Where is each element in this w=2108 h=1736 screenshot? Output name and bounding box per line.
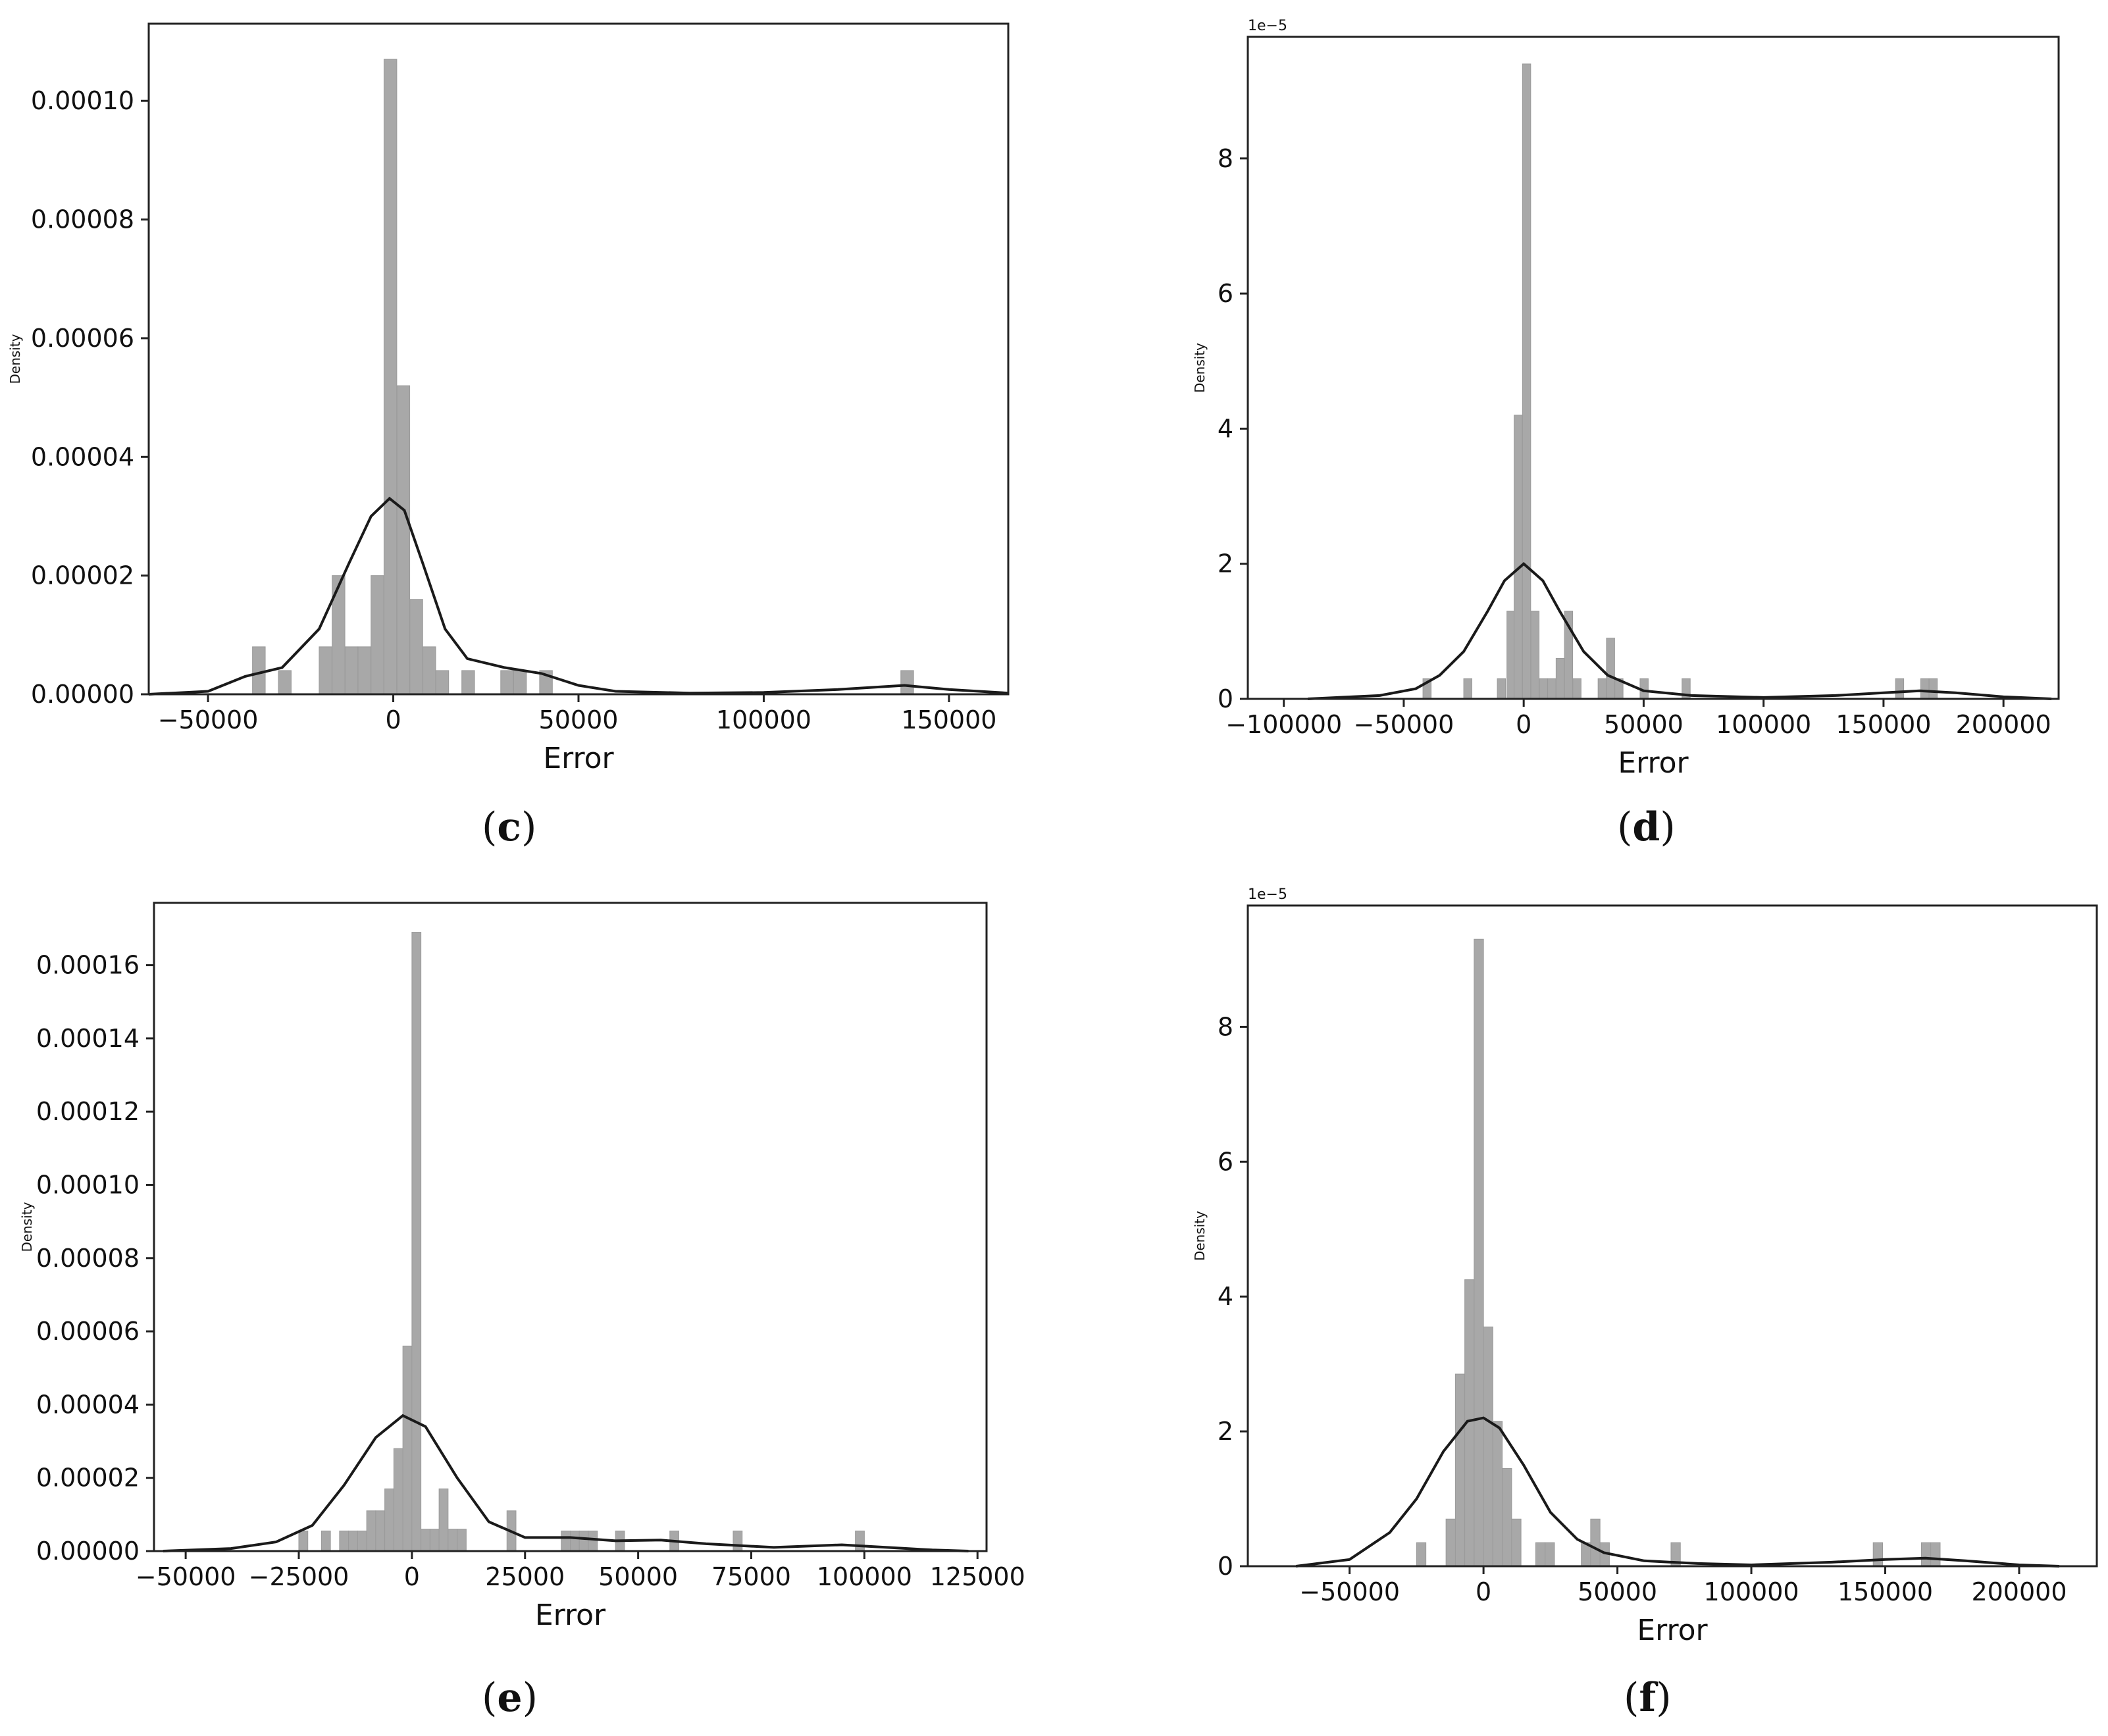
histogram-bar-f-16	[1920, 1542, 1932, 1567]
x-tick-label-e-5: 75000	[711, 1562, 791, 1591]
y-tick-label-d-0: 0	[1218, 684, 1233, 713]
y-tick-label-c-4: 0.00008	[31, 205, 134, 234]
x-tick-label-e-0: −50000	[136, 1562, 236, 1591]
x-tick-label-d-1: −50000	[1354, 710, 1454, 739]
histogram-bar-f-5	[1483, 1326, 1493, 1567]
caption-c: (c)	[482, 804, 537, 850]
caption-e: (e)	[482, 1675, 538, 1721]
x-tick-label-c-3: 100000	[716, 705, 811, 734]
histogram-bar-f-4	[1474, 938, 1484, 1567]
y-axis-label-f: Density	[1192, 1211, 1208, 1261]
kde-line-c	[148, 496, 1009, 696]
x-tick-label-f-4: 150000	[1838, 1577, 1933, 1606]
x-axis-label-c: Error	[543, 742, 614, 775]
histogram-bar-f-10	[1545, 1542, 1555, 1567]
caption-c-letter: c	[497, 804, 521, 850]
x-tick-label-d-5: 150000	[1836, 710, 1931, 739]
y-tick-label-f-0: 0	[1218, 1552, 1233, 1581]
y-tick-label-e-2: 0.00004	[36, 1390, 140, 1419]
y-tick-label-e-4: 0.00008	[36, 1244, 140, 1273]
x-tick-label-f-5: 200000	[1971, 1577, 2067, 1606]
y-tick-label-e-5: 0.00010	[36, 1171, 140, 1200]
y-tick-label-e-7: 0.00014	[36, 1024, 140, 1053]
y-axis-label-c: Density	[7, 334, 23, 384]
histogram-bar-f-0	[1416, 1542, 1427, 1567]
x-axis-label-e: Error	[535, 1598, 606, 1632]
caption-e-letter: e	[497, 1675, 523, 1721]
x-tick-label-e-1: −25000	[249, 1562, 349, 1591]
x-tick-label-c-4: 150000	[901, 705, 996, 734]
y-tick-label-d-2: 4	[1218, 414, 1233, 443]
x-tick-label-d-0: −100000	[1225, 710, 1342, 739]
y-tick-label-e-0: 0.00000	[36, 1537, 140, 1566]
x-tick-label-e-4: 50000	[598, 1562, 678, 1591]
x-tick-label-d-6: 200000	[1956, 710, 2051, 739]
y-tick-label-c-0: 0.00000	[31, 680, 134, 709]
y-tick-label-f-3: 6	[1218, 1147, 1233, 1176]
plot-frame-f	[1247, 904, 2098, 1568]
histogram-bar-f-15	[1872, 1542, 1883, 1567]
y-tick-label-e-1: 0.00002	[36, 1464, 140, 1493]
x-tick-label-d-3: 50000	[1604, 710, 1684, 739]
histogram-bar-f-12	[1590, 1518, 1601, 1567]
x-tick-label-e-7: 125000	[930, 1562, 1025, 1591]
histogram-bar-f-17	[1930, 1542, 1941, 1567]
y-tick-label-d-3: 6	[1218, 279, 1233, 308]
histogram-bar-f-6	[1492, 1421, 1503, 1567]
y-tick-label-d-1: 2	[1218, 549, 1233, 578]
x-tick-label-c-2: 50000	[539, 705, 619, 734]
x-tick-label-f-1: 0	[1476, 1577, 1491, 1606]
y-tick-label-f-4: 8	[1218, 1012, 1233, 1041]
histogram-bar-f-9	[1535, 1542, 1546, 1567]
caption-f-letter: f	[1639, 1675, 1657, 1721]
plot-frame-d	[1247, 36, 2060, 700]
y-tick-label-d-4: 8	[1218, 144, 1233, 173]
y-tick-label-f-2: 4	[1218, 1282, 1233, 1311]
kde-line-e	[163, 1414, 969, 1552]
histogram-bar-f-2	[1454, 1373, 1466, 1567]
y-tick-label-e-3: 0.00006	[36, 1317, 140, 1346]
x-axis-label-d: Error	[1618, 746, 1689, 780]
x-tick-label-d-2: 0	[1516, 710, 1531, 739]
kde-line-f	[1295, 1416, 2060, 1568]
y-tick-label-e-6: 0.00012	[36, 1097, 140, 1126]
x-tick-label-f-0: −50000	[1299, 1577, 1400, 1606]
plot-frame-e	[153, 902, 988, 1552]
y-axis-label-e: Density	[19, 1202, 35, 1252]
x-axis-label-f: Error	[1637, 1614, 1708, 1647]
histogram-bar-f-8	[1511, 1518, 1522, 1567]
y-offset-text-f: 1e−5	[1248, 886, 1287, 903]
x-tick-label-e-2: 0	[404, 1562, 420, 1591]
y-axis-label-d: Density	[1192, 343, 1208, 393]
histogram-bar-f-1	[1445, 1518, 1456, 1567]
x-tick-label-e-3: 25000	[485, 1562, 565, 1591]
y-tick-label-f-1: 2	[1218, 1417, 1233, 1446]
y-tick-label-c-2: 0.00004	[31, 442, 134, 471]
caption-d: (d)	[1617, 804, 1676, 850]
x-tick-label-f-2: 50000	[1578, 1577, 1657, 1606]
y-tick-label-c-1: 0.00002	[31, 561, 134, 590]
y-tick-label-e-8: 0.00016	[36, 951, 140, 980]
caption-f: (f)	[1624, 1675, 1672, 1721]
caption-d-letter: d	[1632, 804, 1660, 850]
histogram-bar-f-7	[1502, 1468, 1512, 1567]
x-tick-label-c-1: 0	[385, 705, 401, 734]
x-tick-label-c-0: −50000	[158, 705, 259, 734]
y-tick-label-c-3: 0.00006	[31, 324, 134, 353]
y-offset-text-d: 1e−5	[1248, 18, 1287, 34]
kde-line-d	[1308, 562, 2052, 700]
x-tick-label-f-3: 100000	[1704, 1577, 1799, 1606]
x-tick-label-d-4: 100000	[1716, 710, 1811, 739]
y-tick-label-c-5: 0.00010	[31, 86, 134, 115]
x-tick-label-e-6: 100000	[817, 1562, 912, 1591]
